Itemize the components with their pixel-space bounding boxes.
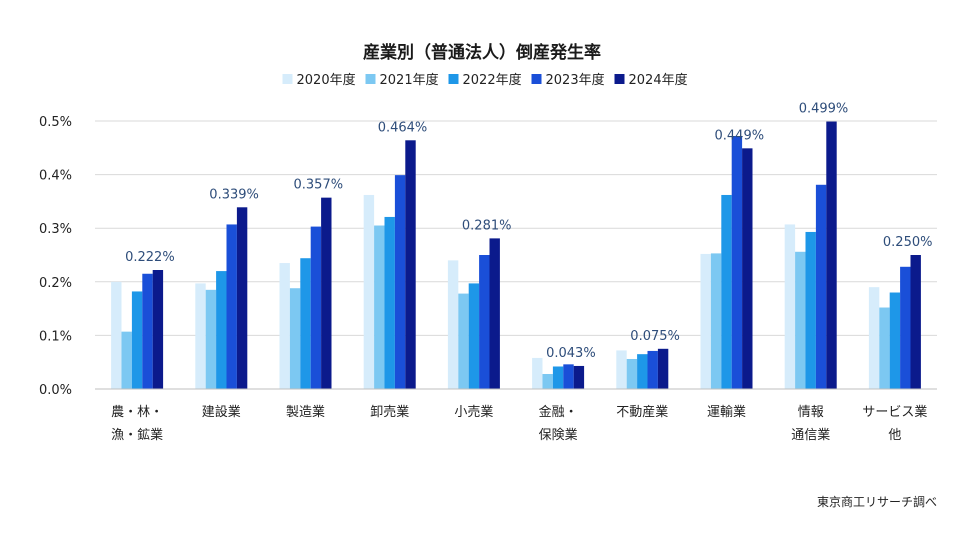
bar	[216, 271, 227, 389]
category-label: 小売業	[454, 404, 493, 420]
bar	[721, 194, 732, 389]
bar	[657, 348, 669, 389]
category-label: 他	[888, 428, 901, 443]
bar	[910, 255, 921, 389]
category-label: 建設業	[202, 404, 241, 420]
bar	[784, 224, 796, 389]
bar	[489, 238, 500, 389]
data-labels: 0.222% 0.339% 0.357% 0.464% 0.281% 0.043% 0.07…	[125, 102, 932, 361]
bar	[236, 207, 248, 389]
category-label: 通信業	[791, 427, 830, 443]
legend-label: 2021年度	[380, 72, 439, 88]
bar	[573, 365, 585, 389]
bar	[195, 283, 206, 389]
y-axis-ticks: 0.0% 0.1% 0.2% 0.3% 0.4% 0.5%	[39, 115, 72, 398]
data-label: 0.281%	[462, 218, 512, 233]
bar	[563, 364, 574, 389]
bar	[700, 253, 711, 389]
legend-swatch	[365, 74, 376, 84]
bar	[710, 253, 722, 389]
bar	[879, 307, 890, 389]
legend-label: 2024年度	[629, 72, 688, 88]
bar	[405, 140, 416, 389]
bar	[279, 263, 290, 389]
bar	[889, 292, 901, 389]
bars	[111, 121, 921, 389]
bar	[616, 350, 627, 389]
category-label: 卸売業	[370, 404, 409, 420]
data-label: 0.075%	[630, 329, 680, 344]
category-label: サービス業	[862, 404, 927, 420]
legend-swatch	[448, 74, 459, 84]
legend-swatch	[531, 74, 542, 84]
bar	[142, 273, 153, 389]
bar	[226, 224, 237, 389]
y-tick-label: 0.5%	[39, 115, 72, 130]
bar	[532, 357, 543, 389]
data-label: 0.449%	[715, 128, 765, 143]
y-tick-label: 0.1%	[39, 329, 72, 344]
bar	[542, 373, 553, 389]
bar	[321, 197, 332, 389]
bar	[805, 231, 816, 389]
bar	[384, 216, 395, 389]
bar	[868, 287, 880, 389]
bar	[111, 281, 122, 389]
category-label: 金融・	[539, 404, 578, 420]
category-label: 漁・鉱業	[111, 427, 163, 443]
bar	[626, 358, 638, 389]
bar	[394, 175, 406, 389]
legend-label: 2022年度	[463, 72, 522, 88]
bar	[289, 288, 301, 389]
category-label: 保険業	[539, 427, 578, 443]
data-label: 0.250%	[883, 235, 933, 250]
bar	[900, 266, 911, 389]
bar	[447, 260, 459, 389]
bar	[479, 255, 490, 389]
data-label: 0.222%	[125, 250, 175, 265]
category-label: 農・林・	[111, 405, 163, 420]
bar	[468, 283, 480, 389]
bar	[795, 251, 806, 389]
data-label: 0.464%	[378, 120, 428, 135]
category-label: 運輸業	[707, 404, 746, 420]
bar	[826, 121, 837, 389]
data-label: 0.357%	[294, 178, 344, 193]
bar	[121, 331, 132, 389]
bar	[742, 148, 753, 389]
bar	[815, 184, 827, 389]
legend-label: 2020年度	[297, 72, 356, 88]
bar	[363, 194, 375, 389]
bar	[131, 291, 143, 389]
bar	[310, 226, 322, 389]
data-label: 0.339%	[209, 187, 259, 202]
category-label: 不動産業	[616, 404, 668, 420]
legend-label: 2023年度	[546, 72, 605, 88]
bar	[374, 225, 385, 389]
category-label: 製造業	[286, 404, 325, 420]
category-label: 情報	[798, 405, 824, 420]
bar	[205, 289, 217, 389]
data-label: 0.043%	[546, 346, 596, 361]
bar	[300, 258, 311, 389]
source-note: 東京商工リサーチ調べ	[817, 494, 937, 509]
y-tick-label: 0.2%	[39, 276, 72, 291]
bar	[458, 293, 469, 389]
y-tick-label: 0.0%	[39, 383, 72, 398]
y-tick-label: 0.3%	[39, 222, 72, 237]
bar	[647, 350, 658, 389]
bar	[731, 136, 743, 389]
legend-swatch	[282, 74, 293, 84]
bar	[637, 354, 648, 389]
bar	[552, 366, 564, 389]
chart-title: 産業別（普通法人）倒産発生率	[363, 42, 601, 63]
legend-swatch	[614, 74, 625, 84]
data-label: 0.499%	[799, 102, 849, 117]
y-tick-label: 0.4%	[39, 169, 72, 184]
bar	[152, 270, 164, 389]
legend: 2020年度 2021年度 2022年度 2023年度 2024年度	[282, 72, 688, 88]
